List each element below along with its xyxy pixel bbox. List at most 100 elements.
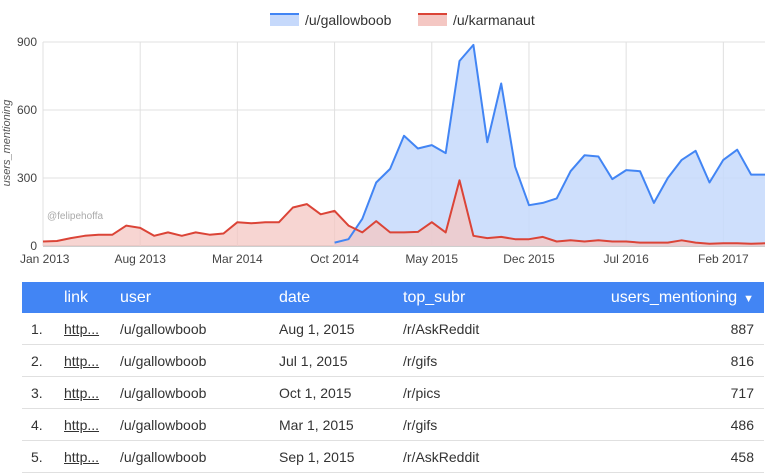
data-point: [736, 148, 738, 150]
top-subr-cell: /r/pics: [403, 376, 553, 409]
data-point: [42, 240, 44, 242]
data-point: [611, 240, 613, 242]
date-cell: Aug 1, 2015: [279, 313, 403, 345]
x-tick-label: May 2015: [405, 252, 458, 266]
data-point: [708, 243, 710, 245]
link-cell[interactable]: http...: [64, 376, 120, 409]
row-link[interactable]: http...: [64, 320, 100, 337]
data-point: [417, 231, 419, 233]
data-point: [83, 235, 85, 237]
header-user[interactable]: user: [120, 282, 279, 313]
sort-descending-icon[interactable]: ▼: [743, 292, 754, 305]
data-point: [639, 241, 641, 243]
table-header-row: link user date top_subr users_mentioning…: [22, 282, 764, 313]
data-point: [167, 231, 169, 233]
data-point: [583, 154, 585, 156]
row-link[interactable]: http...: [64, 416, 100, 433]
top-subr-cell: /r/AskReddit: [403, 313, 553, 345]
data-point: [319, 213, 321, 215]
row-number: 2.: [22, 344, 64, 377]
data-point: [708, 181, 710, 183]
table-row[interactable]: 1. http... /u/gallowboob Aug 1, 2015/r/AskR…: [22, 313, 764, 345]
link-cell[interactable]: http...: [64, 344, 120, 377]
data-point: [111, 233, 113, 235]
data-point: [458, 60, 460, 62]
user-cell: /u/gallowboob: [120, 408, 279, 441]
header-users-mentioning[interactable]: users_mentioning ▼: [553, 282, 764, 313]
row-number: 3.: [22, 376, 64, 409]
data-point: [486, 141, 488, 143]
row-link[interactable]: http...: [64, 352, 100, 369]
data-point: [347, 238, 349, 240]
data-point: [597, 239, 599, 241]
header-date[interactable]: date: [279, 282, 403, 313]
header-top-subr-label: top_subr: [403, 288, 466, 306]
data-point: [333, 241, 335, 243]
data-point: [347, 224, 349, 226]
data-point: [722, 159, 724, 161]
data-point: [56, 240, 58, 242]
chart-legend[interactable]: /u/gallowboob/u/karmanaut: [270, 12, 535, 28]
header-link-label: link: [64, 288, 89, 306]
data-point: [139, 227, 141, 229]
data-point: [597, 155, 599, 157]
link-cell[interactable]: http...: [64, 440, 120, 473]
data-point: [278, 221, 280, 223]
chart-areas: [43, 44, 765, 247]
header-date-label: date: [279, 288, 311, 306]
x-tick-label: Oct 2014: [310, 252, 359, 266]
data-point: [750, 243, 752, 245]
data-point: [125, 224, 127, 226]
data-point: [403, 135, 405, 137]
y-tick-label: 0: [30, 239, 37, 253]
series-1-line: [42, 179, 766, 245]
y-tick-label: 900: [17, 35, 37, 49]
data-point: [500, 236, 502, 238]
table-row[interactable]: 2. http... /u/gallowboob Jul 1, 2015/r/gifs…: [22, 344, 764, 377]
data-point: [333, 210, 335, 212]
x-tick-label: Jul 2016: [603, 252, 649, 266]
data-point: [361, 218, 363, 220]
data-point: [750, 173, 752, 175]
data-point: [153, 235, 155, 237]
date-cell: Mar 1, 2015: [279, 408, 403, 441]
data-point: [236, 221, 238, 223]
date-cell: Oct 1, 2015: [279, 376, 403, 409]
link-cell[interactable]: http...: [64, 408, 120, 441]
data-point: [556, 197, 558, 199]
legend-label: /u/gallowboob: [305, 12, 392, 28]
chart-ticks: 0 300 600 900 Jan 2013 Aug 2013 Mar 2014 Oct 20…: [17, 35, 749, 266]
data-point: [514, 165, 516, 167]
table-row[interactable]: 4. http... /u/gallowboob Mar 1, 2015/r/gifs…: [22, 408, 764, 441]
row-link[interactable]: http...: [64, 384, 100, 401]
user-cell: /u/gallowboob: [120, 344, 279, 377]
x-tick-label: Jan 2013: [20, 252, 70, 266]
link-cell[interactable]: http...: [64, 313, 120, 345]
row-link[interactable]: http...: [64, 448, 100, 465]
legend-item[interactable]: /u/karmanaut: [418, 12, 535, 28]
data-point: [694, 150, 696, 152]
data-point: [264, 221, 266, 223]
y-tick-label: 300: [17, 171, 37, 185]
row-number: 4.: [22, 408, 64, 441]
data-point: [250, 222, 252, 224]
header-link[interactable]: link: [64, 282, 120, 313]
data-point: [375, 181, 377, 183]
data-point: [569, 239, 571, 241]
table-body: 1. http.../u/gallowboob Aug 1, 2015/r/AskR…: [22, 313, 764, 473]
users-mentioning-cell: 887: [553, 313, 764, 345]
data-point: [458, 179, 460, 181]
x-tick-label: Feb 2017: [698, 252, 749, 266]
top-subr-cell: /r/gifs: [403, 408, 553, 441]
header-top-subr[interactable]: top_subr: [403, 282, 553, 313]
x-tick-label: Mar 2014: [212, 252, 263, 266]
top-subr-cell: /r/gifs: [403, 344, 553, 377]
data-point: [403, 231, 405, 233]
data-point: [431, 221, 433, 223]
data-point: [472, 235, 474, 237]
x-tick-label: Aug 2013: [114, 252, 166, 266]
legend-item[interactable]: /u/gallowboob: [270, 12, 392, 28]
header-user-label: user: [120, 288, 152, 306]
table-row[interactable]: 3. http... /u/gallowboob Oct 1, 2015/r/pics…: [22, 376, 764, 409]
users-mentioning-cell: 717: [553, 376, 764, 409]
